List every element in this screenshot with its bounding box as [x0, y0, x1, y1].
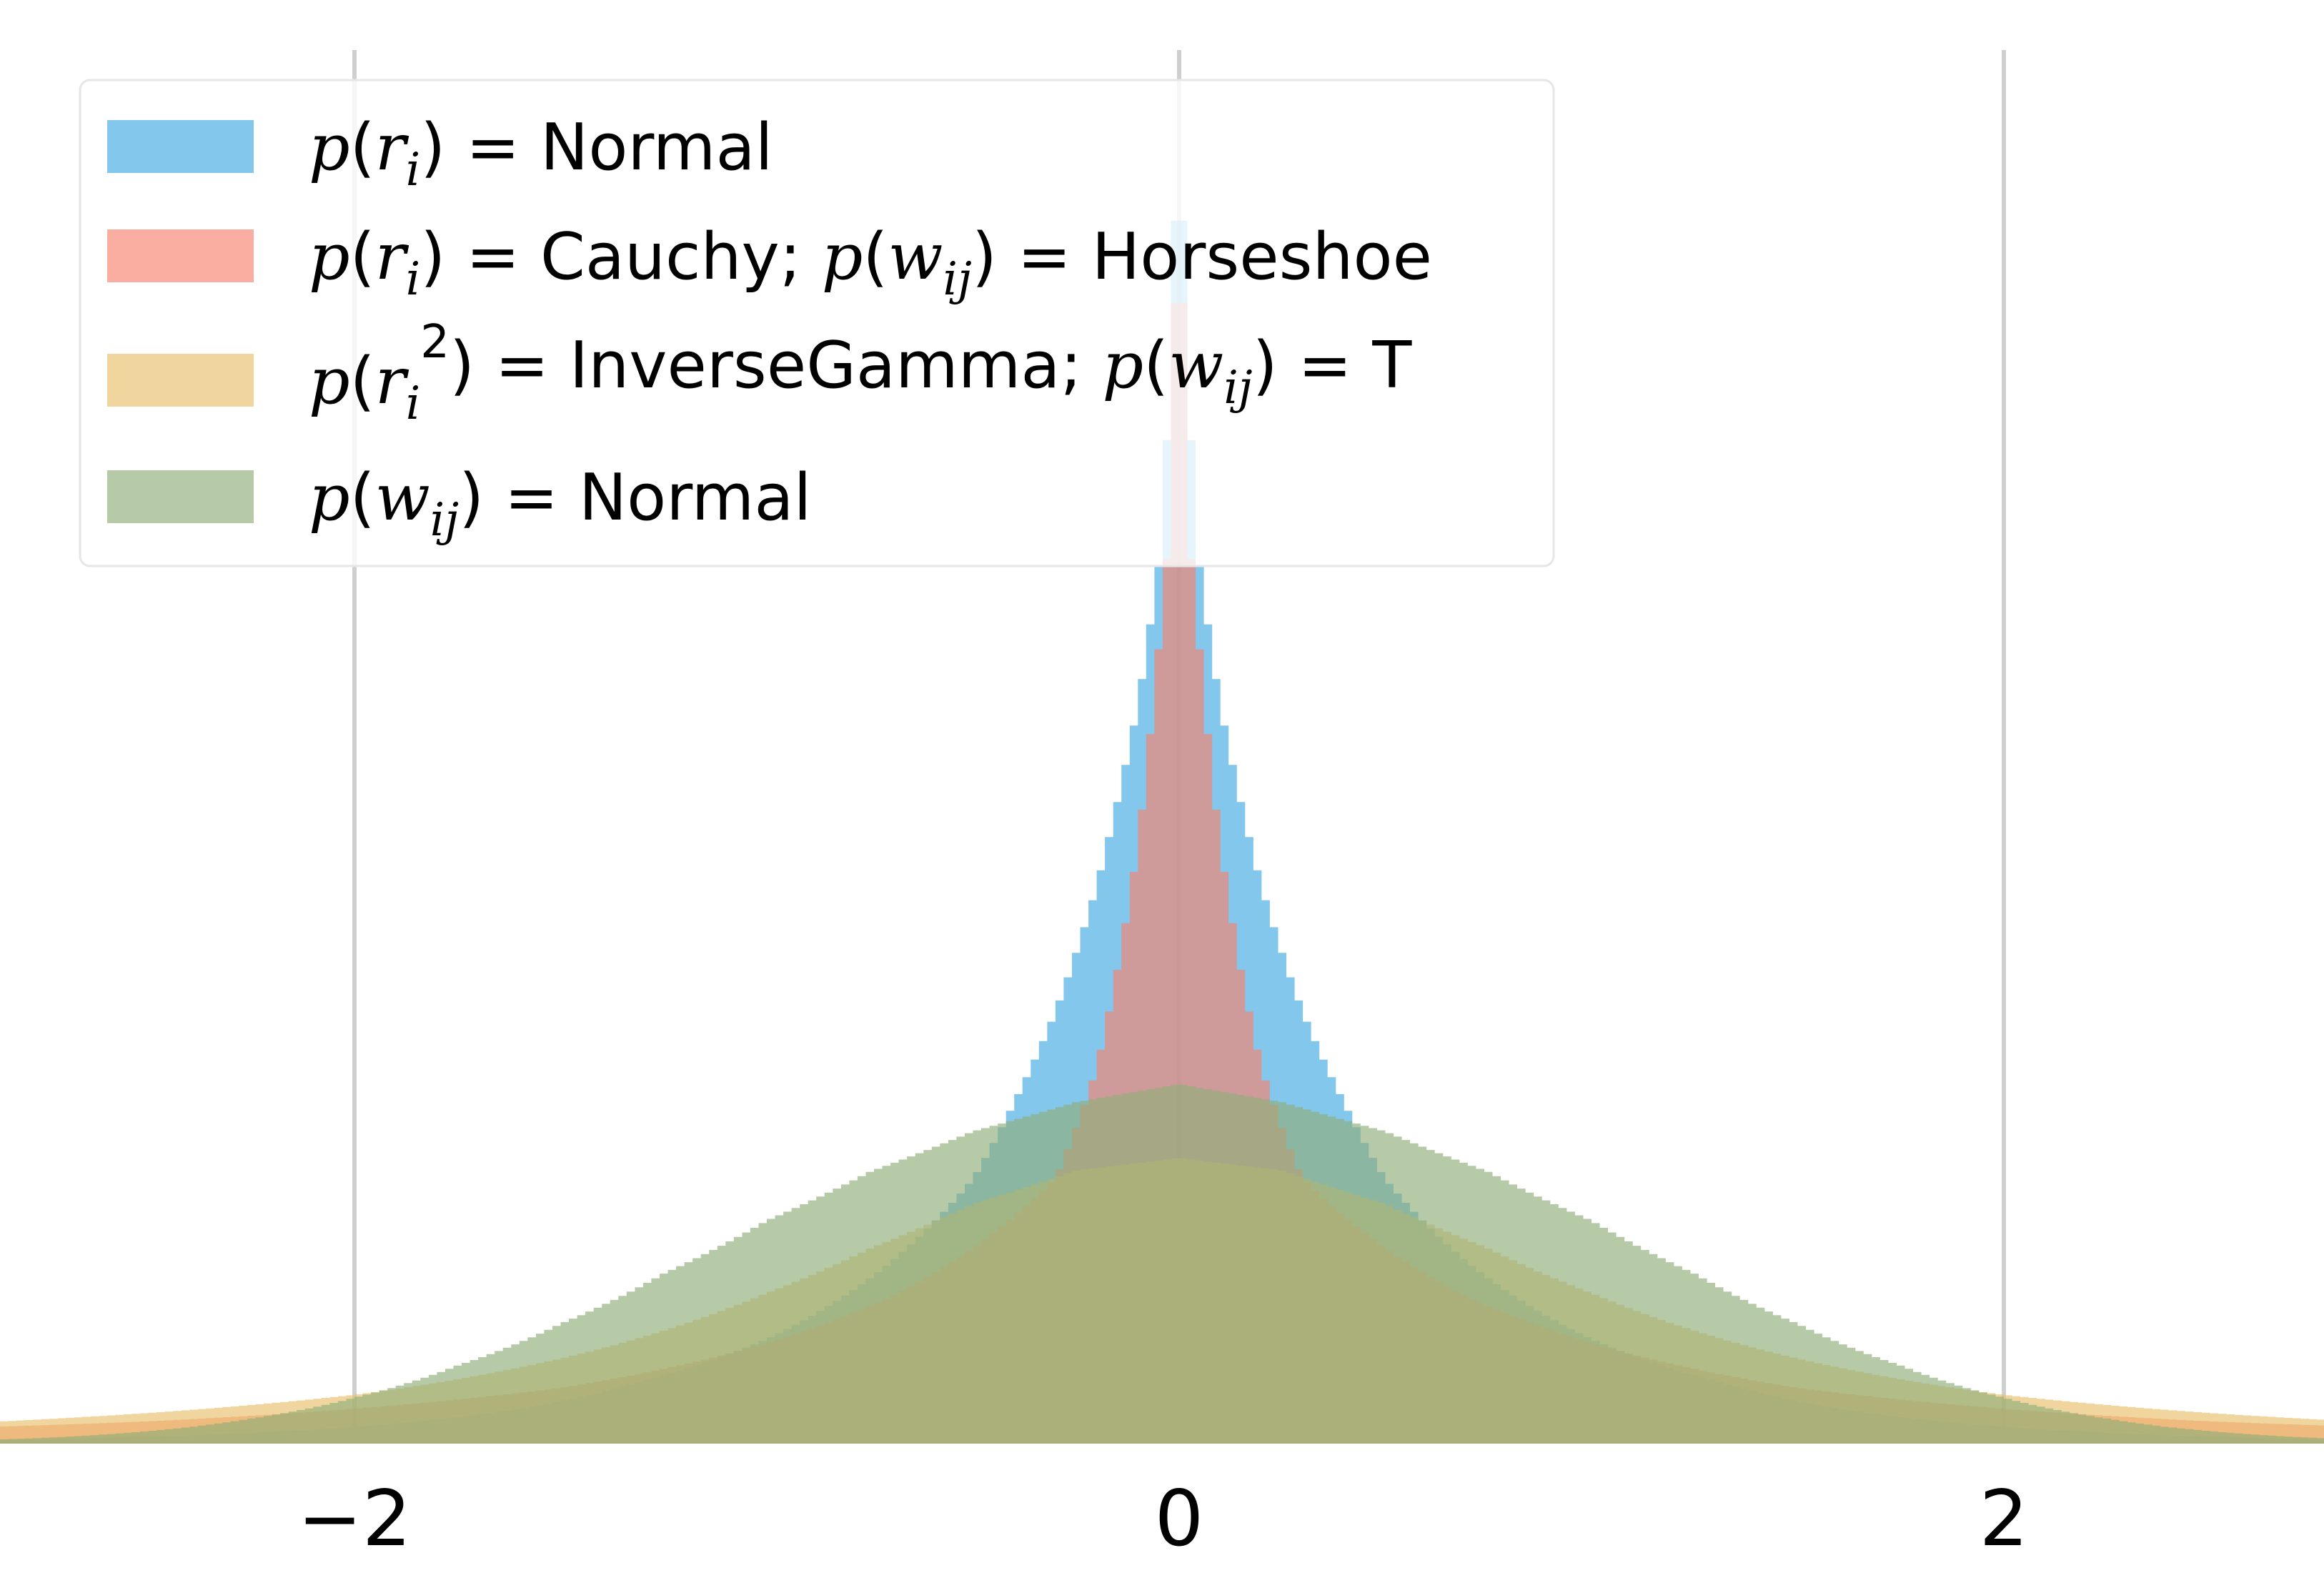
legend: p(ri​) = Normal p(ri​) = Cauchy; p(wij​) … [79, 79, 1555, 567]
x-tick-label: −2 [297, 1474, 411, 1564]
legend-swatch-3 [107, 470, 254, 523]
legend-label-2: p(ri​2​) = InverseGamma; p(wij​) = T [309, 316, 1412, 430]
legend-swatch-0 [107, 120, 254, 173]
series-area-1 [0, 302, 2324, 1444]
x-axis: −4−2024 [297, 1474, 2029, 1564]
legend-label-1: p(ri​) = Cauchy; p(wij​) = Horseshoe [309, 219, 1432, 306]
legend-swatch-1 [107, 229, 254, 282]
legend-frame [79, 79, 1555, 567]
series-area-3 [0, 1084, 2324, 1444]
legend-swatch-2 [107, 354, 254, 407]
legend-label-0: p(ri​) = Normal [309, 110, 773, 197]
plot-area [0, 220, 2324, 1444]
x-tick-label: 0 [1155, 1474, 1204, 1564]
x-tick-label: 2 [1980, 1474, 2029, 1564]
legend-label-3: p(wij​) = Normal [309, 460, 811, 547]
